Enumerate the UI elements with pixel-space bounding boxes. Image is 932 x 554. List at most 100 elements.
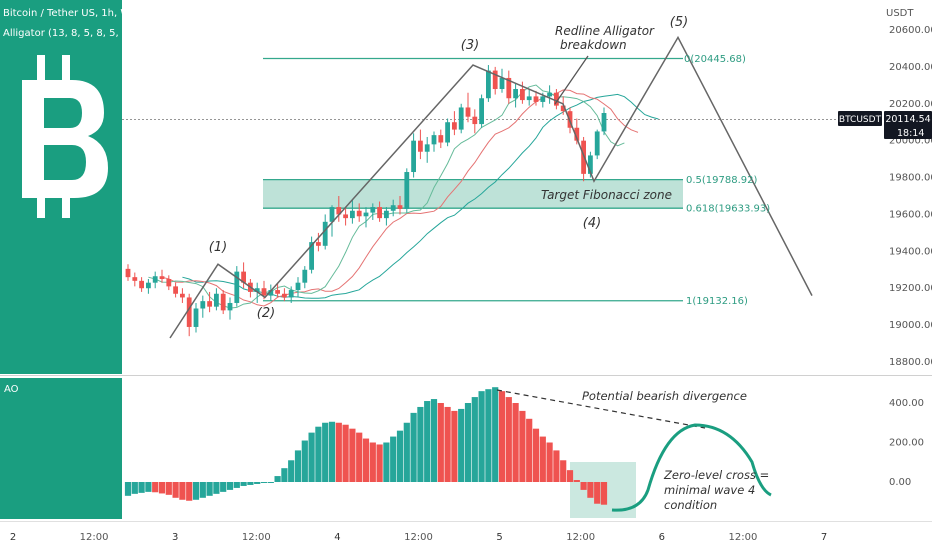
ao-bar[interactable]	[546, 442, 553, 483]
candle-body[interactable]	[125, 268, 131, 278]
ao-bar[interactable]	[553, 450, 560, 482]
candle-body[interactable]	[411, 140, 416, 173]
candle-body[interactable]	[594, 131, 600, 156]
ao-bar[interactable]	[566, 470, 574, 482]
ao-bar[interactable]	[199, 482, 206, 498]
ao-bar[interactable]	[580, 482, 587, 490]
candle-body[interactable]	[384, 210, 389, 219]
ao-bar[interactable]	[403, 422, 410, 482]
ao-bar[interactable]	[186, 482, 193, 501]
candle-body[interactable]	[377, 207, 382, 219]
ao-bar[interactable]	[526, 418, 533, 482]
candle-body[interactable]	[486, 70, 491, 99]
ao-bar[interactable]	[158, 482, 166, 494]
elliott-wave-path[interactable]	[169, 35, 813, 339]
candle-body[interactable]	[146, 282, 151, 289]
ao-bar[interactable]	[369, 442, 376, 483]
ao-bar[interactable]	[315, 426, 322, 482]
candle-body[interactable]	[560, 105, 566, 112]
time-axis[interactable]: 2 12:00 3 12:00 4 12:00 5 12:00 6 12:00 7	[10, 532, 827, 543]
candle-body[interactable]	[282, 293, 287, 298]
ao-bar[interactable]	[444, 406, 451, 482]
ao-bar[interactable]	[587, 482, 594, 498]
ao-bar[interactable]	[124, 482, 132, 496]
ao-bar[interactable]	[172, 482, 179, 498]
ao-bar[interactable]	[539, 436, 546, 482]
ao-bar[interactable]	[267, 482, 274, 483]
candle-body[interactable]	[350, 210, 355, 219]
candle-body[interactable]	[547, 92, 552, 97]
ao-bar[interactable]	[192, 482, 200, 500]
ao-bar[interactable]	[254, 482, 261, 484]
candle-body[interactable]	[424, 144, 430, 152]
ao-bar[interactable]	[396, 430, 404, 482]
ao-bar[interactable]	[301, 440, 308, 482]
candle-body[interactable]	[465, 107, 471, 117]
candle-body[interactable]	[288, 290, 294, 298]
ao-bar[interactable]	[512, 403, 519, 482]
candle-body[interactable]	[343, 214, 348, 219]
candle-body[interactable]	[506, 77, 512, 99]
candle-body[interactable]	[173, 286, 178, 294]
ao-bar[interactable]	[390, 436, 397, 482]
ao-bar[interactable]	[485, 389, 492, 482]
ao-bar[interactable]	[179, 482, 186, 500]
candle-body[interactable]	[268, 290, 274, 296]
candle-body[interactable]	[207, 301, 212, 307]
ao-bar[interactable]	[288, 460, 295, 482]
ao-bar[interactable]	[458, 408, 465, 482]
alligator-legend[interactable]: Alligator (13, 8, 5, 8, 5, 3)	[3, 28, 132, 39]
candle-body[interactable]	[390, 205, 396, 211]
candle-body[interactable]	[132, 277, 138, 281]
candle-body[interactable]	[526, 96, 532, 101]
ao-bar[interactable]	[342, 424, 349, 482]
ao-bar[interactable]	[131, 482, 138, 494]
candle-body[interactable]	[329, 207, 335, 222]
ao-bar[interactable]	[410, 412, 417, 482]
ao-bar[interactable]	[281, 468, 288, 482]
ao-bar[interactable]	[478, 391, 485, 482]
ao-bar[interactable]	[247, 482, 254, 485]
ao-bar[interactable]	[349, 428, 356, 482]
candle-body[interactable]	[220, 293, 226, 311]
ao-legend[interactable]: AO	[4, 384, 19, 395]
ao-bar[interactable]	[417, 406, 424, 482]
candle-body[interactable]	[601, 113, 607, 132]
ao-histogram[interactable]	[124, 387, 608, 505]
ao-bar[interactable]	[573, 480, 580, 482]
candle-body[interactable]	[234, 271, 240, 303]
ao-bar[interactable]	[322, 422, 329, 482]
candle-body[interactable]	[275, 290, 280, 294]
ao-bar[interactable]	[594, 482, 601, 504]
candle-body[interactable]	[404, 172, 410, 209]
candle-body[interactable]	[180, 293, 185, 298]
candle-body[interactable]	[309, 242, 314, 270]
candle-body[interactable]	[159, 276, 165, 279]
candle-body[interactable]	[418, 140, 423, 152]
candle-body[interactable]	[302, 269, 308, 283]
ao-bar[interactable]	[233, 482, 240, 488]
ao-bar[interactable]	[213, 482, 220, 494]
candle-body[interactable]	[458, 107, 464, 130]
candle-body[interactable]	[316, 242, 321, 246]
ao-bar[interactable]	[308, 432, 315, 482]
candle-body[interactable]	[227, 302, 233, 311]
candle-body[interactable]	[186, 297, 192, 327]
candle-body[interactable]	[336, 207, 342, 215]
candle-body[interactable]	[139, 280, 144, 289]
ao-bar[interactable]	[165, 482, 172, 495]
ao-bar[interactable]	[600, 482, 608, 505]
candle-body[interactable]	[370, 207, 376, 213]
ao-bar[interactable]	[362, 438, 370, 482]
candle-body[interactable]	[520, 89, 525, 101]
ao-bar[interactable]	[519, 410, 526, 482]
candle-body[interactable]	[581, 140, 586, 174]
candle-body[interactable]	[499, 77, 505, 90]
ao-bar[interactable]	[505, 397, 512, 482]
candle-body[interactable]	[472, 116, 478, 125]
ao-bar[interactable]	[260, 482, 268, 483]
ao-bar[interactable]	[424, 401, 431, 482]
ao-bar[interactable]	[138, 482, 145, 493]
